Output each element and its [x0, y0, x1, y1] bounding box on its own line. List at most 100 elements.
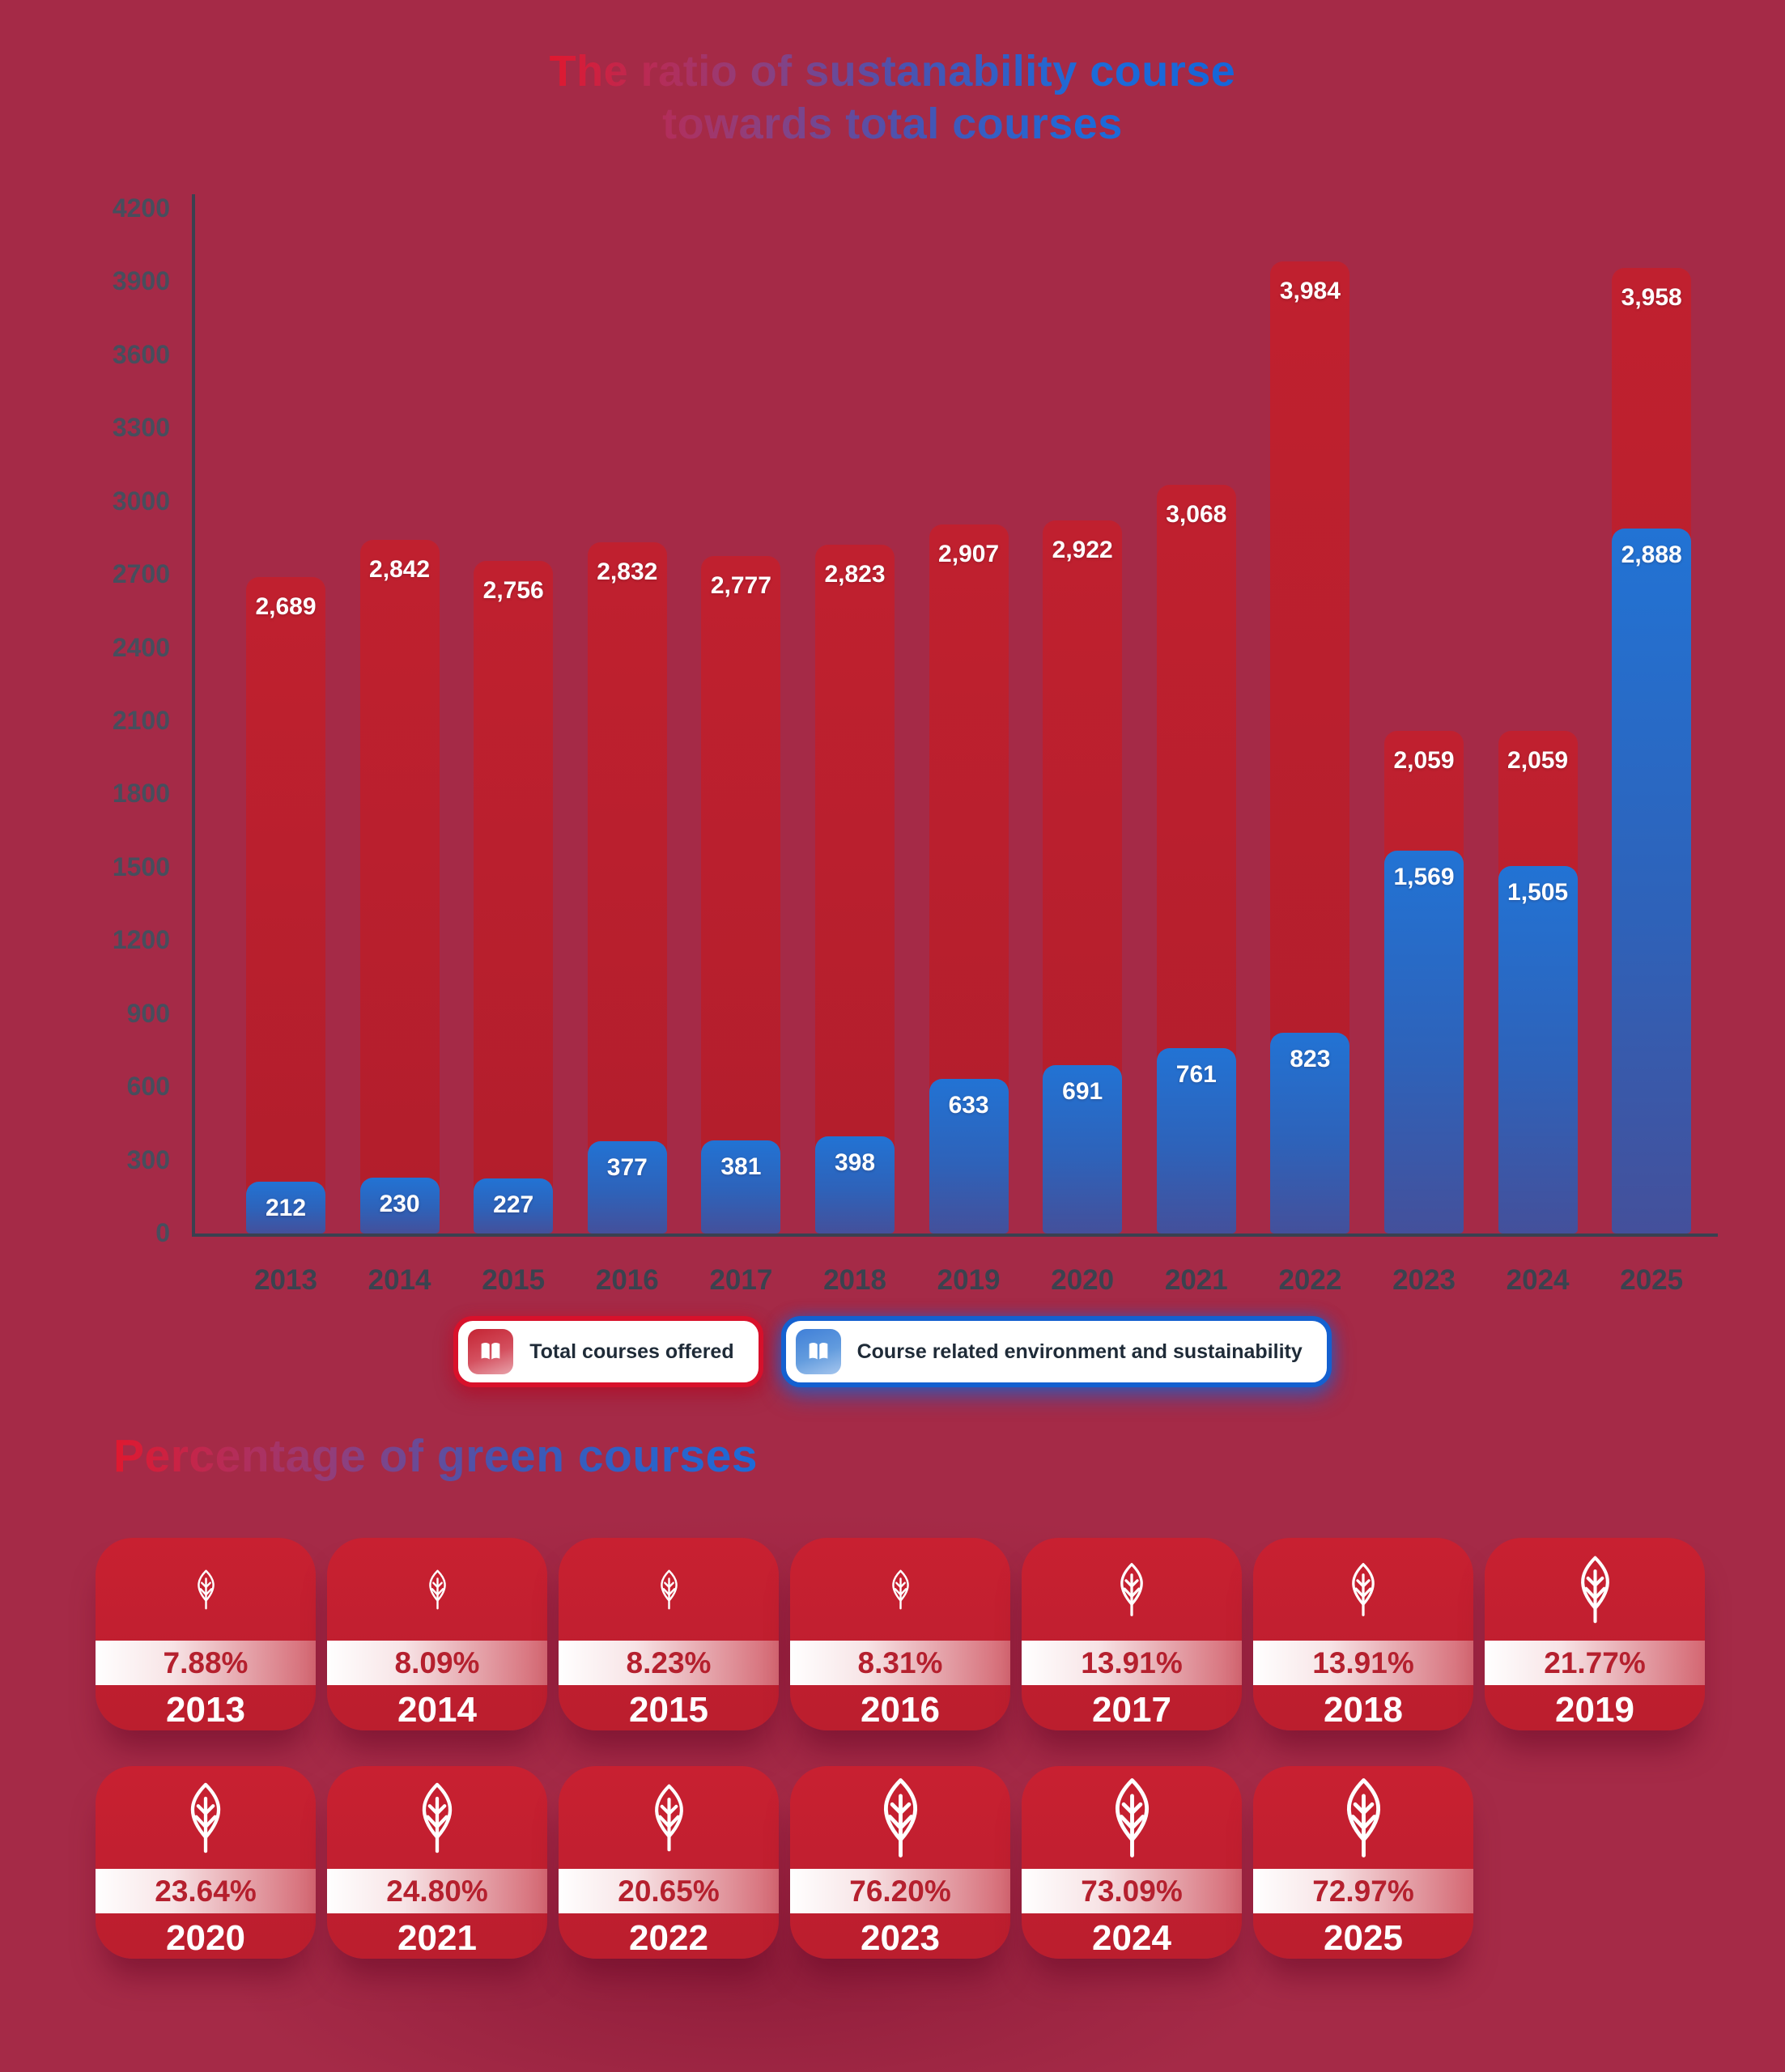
green-value-label: 2,888	[1621, 541, 1682, 569]
bar-chart-plot-area	[192, 194, 1718, 1237]
green-value-label: 691	[1062, 1077, 1103, 1105]
percent-value: 13.91%	[1312, 1645, 1414, 1679]
x-axis-year-label: 2013	[254, 1264, 317, 1296]
green-course-card: 13.91% 2017	[1022, 1538, 1242, 1730]
percent-value: 20.65%	[618, 1874, 720, 1908]
green-courses-bar	[1384, 851, 1464, 1233]
percent-value: 8.31%	[857, 1645, 943, 1679]
chart-title-text: The ratio of sustanability course towards…	[550, 45, 1236, 151]
book-icon	[795, 1329, 841, 1374]
total-courses-bar	[474, 561, 554, 1233]
green-cards-row-1: 7.88% 2013 8.09% 2014 8.23% 2015 8.31% 2016 …	[96, 1538, 1705, 1730]
legend-label: Course related environment and sustainab…	[856, 1340, 1303, 1363]
card-year: 2023	[861, 1918, 940, 1958]
green-courses-bar	[587, 1141, 667, 1233]
green-value-label: 1,505	[1507, 879, 1569, 906]
leaf-icon	[197, 1569, 215, 1609]
leaf-icon	[1120, 1562, 1143, 1616]
leaf-icon-zone	[790, 1766, 1010, 1869]
total-value-label: 2,059	[1507, 747, 1569, 775]
green-value-label: 227	[493, 1191, 534, 1218]
leaf-icon	[660, 1569, 678, 1609]
y-tick-label: 0	[155, 1218, 170, 1247]
card-year: 2020	[166, 1918, 245, 1958]
percent-value: 8.23%	[626, 1645, 712, 1679]
green-course-card: 8.09% 2014	[327, 1538, 547, 1730]
leaf-icon	[1346, 1777, 1380, 1858]
green-course-card: 76.20% 2023	[790, 1766, 1010, 1959]
green-courses-bar	[815, 1136, 895, 1233]
leaf-icon-zone	[96, 1538, 316, 1641]
total-value-label: 2,059	[1393, 747, 1455, 775]
green-courses-bar	[929, 1079, 1009, 1233]
leaf-icon-zone	[1485, 1538, 1705, 1641]
legend-item-total-courses: Total courses offered	[453, 1316, 763, 1387]
leaf-icon-zone	[790, 1538, 1010, 1641]
percent-badge: 8.31%	[790, 1641, 1010, 1685]
y-tick-label: 2400	[112, 632, 170, 662]
percent-badge: 72.97%	[1253, 1869, 1473, 1913]
total-value-label: 2,907	[938, 540, 1000, 567]
x-axis-year-label: 2019	[937, 1264, 1001, 1296]
y-tick-label: 900	[126, 998, 170, 1028]
percent-badge: 76.20%	[790, 1869, 1010, 1913]
x-axis-year-label: 2022	[1278, 1264, 1342, 1296]
leaf-icon	[883, 1777, 917, 1858]
green-value-label: 823	[1290, 1045, 1331, 1072]
y-tick-label: 3900	[112, 266, 170, 296]
green-courses-bar	[1612, 529, 1692, 1233]
green-section-title: Percentage of green courses	[113, 1430, 758, 1482]
total-courses-bar	[701, 555, 781, 1233]
percent-value: 23.64%	[155, 1874, 257, 1908]
leaf-icon-zone	[559, 1538, 779, 1641]
percent-value: 73.09%	[1081, 1874, 1183, 1908]
green-cards-row-2: 23.64% 2020 24.80% 2021 20.65% 2022 76.20% 2…	[96, 1766, 1473, 1959]
percent-badge: 21.77%	[1485, 1641, 1705, 1685]
total-value-label: 2,756	[482, 577, 544, 605]
percent-value: 21.77%	[1544, 1645, 1646, 1679]
y-tick-label: 300	[126, 1144, 170, 1174]
percent-value: 76.20%	[849, 1874, 951, 1908]
card-year: 2025	[1324, 1918, 1403, 1958]
card-year: 2015	[629, 1690, 708, 1730]
green-courses-bar	[1156, 1047, 1236, 1233]
green-courses-bar	[1270, 1032, 1350, 1233]
green-course-card: 13.91% 2018	[1253, 1538, 1473, 1730]
green-value-label: 230	[379, 1190, 420, 1217]
green-course-card: 21.77% 2019	[1485, 1538, 1705, 1730]
x-axis-year-label: 2015	[482, 1264, 546, 1296]
total-value-label: 3,958	[1621, 283, 1682, 311]
percent-badge: 13.91%	[1022, 1641, 1242, 1685]
green-course-card: 73.09% 2024	[1022, 1766, 1242, 1959]
y-tick-label: 3300	[112, 413, 170, 443]
x-axis-year-label: 2016	[595, 1264, 659, 1296]
y-tick-label: 2100	[112, 706, 170, 735]
total-courses-bar	[246, 577, 325, 1233]
chart-title-line1: The ratio of sustanability course	[549, 47, 1236, 96]
y-tick-label: 1800	[112, 779, 170, 809]
green-value-label: 212	[265, 1195, 307, 1222]
total-value-label: 2,922	[1052, 537, 1113, 564]
percent-badge: 8.23%	[559, 1641, 779, 1685]
y-tick-label: 2700	[112, 559, 170, 589]
legend-label: Total courses offered	[529, 1340, 734, 1363]
total-value-label: 3,984	[1279, 278, 1341, 305]
green-value-label: 1,569	[1393, 864, 1455, 891]
percent-badge: 23.64%	[96, 1869, 316, 1913]
legend-item-sustainability-courses: Course related environment and sustainab…	[780, 1316, 1332, 1387]
card-year: 2019	[1555, 1690, 1634, 1730]
green-courses-bar	[359, 1177, 440, 1233]
leaf-icon	[891, 1569, 909, 1609]
leaf-icon	[1580, 1556, 1609, 1623]
book-icon	[468, 1329, 514, 1374]
percent-value: 7.88%	[163, 1645, 249, 1679]
percent-badge: 20.65%	[559, 1869, 779, 1913]
total-value-label: 2,823	[824, 561, 886, 588]
y-tick-label: 1500	[112, 851, 170, 881]
x-axis-year-label: 2018	[823, 1264, 886, 1296]
card-year: 2014	[397, 1690, 477, 1730]
y-tick-label: 3600	[112, 339, 170, 369]
x-axis-year-label: 2024	[1506, 1264, 1570, 1296]
green-courses-bar	[1043, 1064, 1123, 1233]
